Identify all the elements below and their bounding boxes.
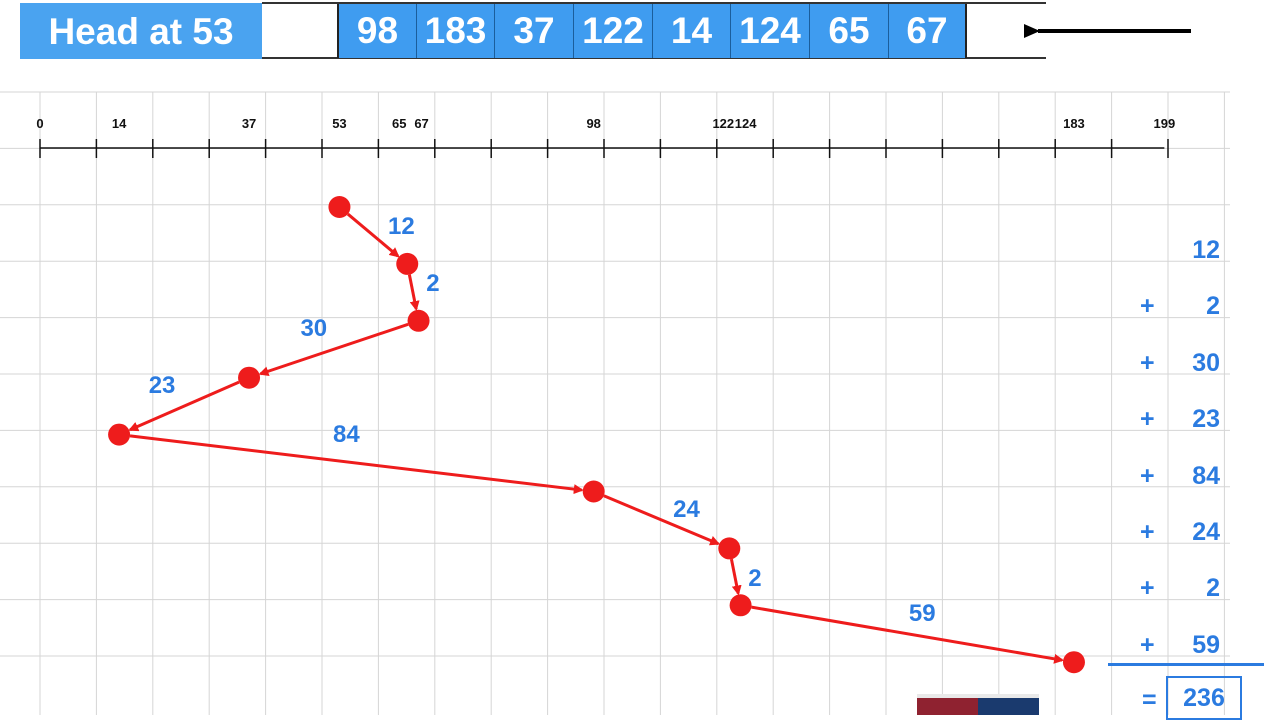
seek-point bbox=[108, 423, 131, 446]
sum-value: 59 bbox=[1192, 630, 1220, 659]
logo bbox=[917, 694, 1039, 715]
seek-point bbox=[729, 594, 752, 617]
seek-arrow bbox=[729, 558, 742, 596]
sum-value: 23 bbox=[1192, 405, 1220, 434]
axis-tick-label: 124 bbox=[734, 116, 757, 131]
queue-item: 67 bbox=[888, 4, 967, 58]
queue-item: 122 bbox=[573, 4, 652, 58]
sum-operator: + bbox=[1140, 348, 1155, 377]
sum-operator: + bbox=[1140, 405, 1155, 434]
sum-row: +84 bbox=[1130, 462, 1230, 494]
sum-value: 2 bbox=[1206, 292, 1220, 321]
total-seek-distance: 236 bbox=[1166, 676, 1242, 720]
seek-point bbox=[407, 309, 430, 332]
seek-point bbox=[1062, 651, 1085, 674]
seek-arrow bbox=[407, 274, 420, 311]
segment-distance-label: 12 bbox=[387, 213, 415, 241]
sum-operator: + bbox=[1140, 292, 1155, 321]
seek-point bbox=[396, 252, 419, 275]
sum-row: +23 bbox=[1130, 405, 1230, 437]
queue-item: 65 bbox=[809, 4, 888, 58]
seek-arrow bbox=[258, 322, 409, 377]
sum-operator: + bbox=[1140, 461, 1155, 490]
equals-sign: = bbox=[1142, 686, 1157, 714]
queue-item: 98 bbox=[337, 4, 416, 58]
queue-item: 183 bbox=[416, 4, 494, 58]
axis-tick-label: 53 bbox=[332, 116, 347, 131]
axis-tick-label: 14 bbox=[111, 116, 127, 131]
sum-value: 30 bbox=[1192, 348, 1220, 377]
head-position-label: Head at 53 bbox=[20, 3, 262, 59]
queue-item: 124 bbox=[730, 4, 809, 58]
sum-row: +24 bbox=[1130, 518, 1230, 550]
sum-row: +59 bbox=[1130, 631, 1230, 663]
axis-tick-label: 122 bbox=[712, 116, 735, 131]
sum-value: 2 bbox=[1206, 574, 1220, 603]
sum-value: 12 bbox=[1192, 236, 1220, 264]
grid bbox=[0, 91, 1230, 715]
axis-tick-label: 37 bbox=[241, 116, 257, 131]
sum-row: 12 bbox=[1130, 236, 1230, 268]
request-queue: 98 183 37 122 14 124 65 67 bbox=[262, 2, 1046, 59]
segment-distance-label: 2 bbox=[748, 564, 762, 592]
axis-tick-label: 67 bbox=[414, 116, 429, 131]
sum-value: 24 bbox=[1192, 518, 1220, 546]
sum-row: +2 bbox=[1130, 574, 1230, 606]
axis-tick-label: 98 bbox=[586, 116, 601, 131]
seek-arrow bbox=[603, 494, 721, 546]
seek-arrow bbox=[751, 605, 1065, 664]
seek-arrow bbox=[129, 434, 584, 495]
sum-operator: + bbox=[1140, 574, 1155, 603]
queue-item: 14 bbox=[652, 4, 730, 58]
segment-distance-label: 30 bbox=[300, 315, 328, 343]
seek-point bbox=[238, 366, 261, 389]
segment-distance-label: 59 bbox=[908, 599, 936, 627]
axis-tick-label: 183 bbox=[1063, 116, 1085, 131]
seek-arrow bbox=[346, 212, 400, 258]
sum-row: +2 bbox=[1130, 292, 1230, 324]
seek-point bbox=[328, 196, 351, 218]
sum-value: 84 bbox=[1192, 461, 1220, 490]
seek-arrow bbox=[128, 380, 240, 432]
queue-item: 37 bbox=[494, 4, 573, 58]
axis-tick-label: 65 bbox=[392, 116, 407, 131]
segment-distance-label: 2 bbox=[426, 270, 440, 298]
segment-distance-label: 84 bbox=[333, 421, 360, 449]
seek-point bbox=[718, 537, 741, 560]
seek-point bbox=[582, 480, 605, 503]
axis-tick-label: 0 bbox=[36, 116, 44, 131]
seek-path bbox=[108, 196, 1085, 674]
axis-tick-label: 199 bbox=[1153, 116, 1176, 131]
segment-distance-label: 24 bbox=[673, 495, 700, 523]
cylinder-axis bbox=[39, 139, 1169, 158]
sum-divider bbox=[1108, 663, 1264, 666]
sum-operator: + bbox=[1140, 630, 1155, 659]
sum-row: +30 bbox=[1130, 349, 1230, 381]
segment-distance-label: 23 bbox=[148, 372, 176, 400]
sum-operator: + bbox=[1140, 518, 1155, 546]
